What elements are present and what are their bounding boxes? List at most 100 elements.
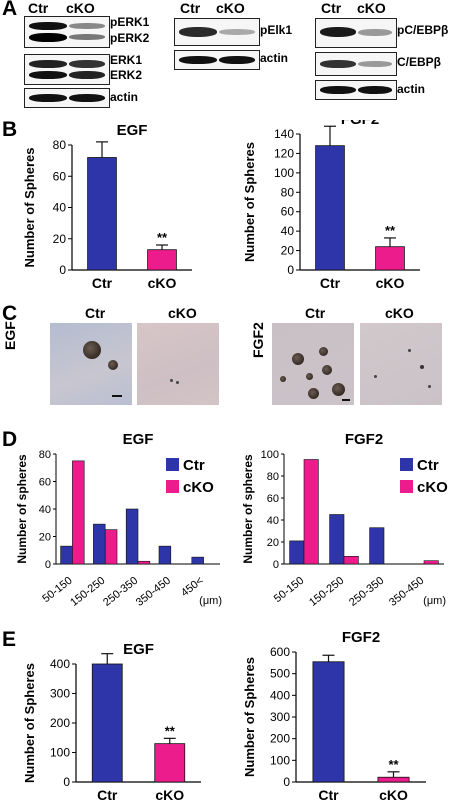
bar-ctr [93,523,106,565]
y-tick-label: 40 [39,504,51,516]
chart-title: EGF [123,641,154,658]
x-tick-label: Ctr [92,275,113,291]
legend-label-cko: cKO [183,479,214,496]
panel-label-a: A [2,0,18,20]
x-tick-label: cKO [155,787,184,800]
chart-title: EGF [123,431,154,448]
label-actin-1: actin [110,90,139,104]
y-tick-label: 80 [53,138,67,152]
y-tick-label: 100 [50,746,70,760]
label-actin-2: actin [260,51,289,65]
significance-label: ** [388,757,399,772]
x-tick-label: cKO [376,275,405,291]
bar-cko [154,743,186,783]
lane-label-cko: cKO [216,0,245,16]
legend-swatch-cko [166,480,179,493]
y-tick-label: 0 [273,559,279,571]
chart-e-egf: EGF Number of Spheres 0 100 200 300 400 Ctr ** cK… [22,641,201,800]
lane-label-ctr: Ctr [28,0,49,16]
blot-pelk1 [174,18,260,46]
bar-ctr [315,145,345,271]
x-tick-label: cKO [148,275,177,291]
blot-cebp [315,52,397,76]
label-perk2: pERK2 [110,31,150,45]
y-tick-label: 40 [53,201,67,215]
micrograph-fgf2-cko [360,323,442,405]
chart-b-fgf2: FGF2 Number of Spheres 0 20 40 60 80 100 120 140 C… [242,120,420,291]
y-tick-label: 20 [267,537,279,549]
micrograph-egf-ctr [50,323,132,405]
blot-pcebp [315,18,397,48]
significance-label: ** [385,223,396,238]
chart-b-egf: EGF Number of Spheres 0 20 40 60 80 Ctr ** cKO [22,122,192,291]
y-tick-label: 140 [274,127,294,141]
y-axis-label: Number of spheres [15,454,29,564]
bar-cko [423,560,439,565]
y-tick-label: 80 [39,449,51,461]
x-tick-label: Ctr [97,787,118,800]
bar-cko [104,529,118,565]
chart-d-fgf2: FGF2 Number of spheres 0 20 40 60 80 100 50-150 1… [241,431,448,609]
lane-label-ctr: Ctr [305,305,326,321]
panel-label-e: E [2,628,17,651]
y-tick-label: 100 [261,449,279,461]
label-perk1: pERK1 [110,15,150,29]
chart-title: EGF [117,122,148,139]
blot-erk [24,54,110,85]
y-tick-label: 300 [270,710,290,724]
bar-ctr [289,540,305,565]
bar-cko [72,460,85,565]
legend-swatch-cko [400,480,413,493]
y-tick-label: 20 [39,532,51,544]
bar-ctr [91,663,123,783]
bar-cko [137,560,151,565]
chart-title: FGF2 [345,431,383,448]
label-erk1: ERK1 [110,53,143,67]
bar-ctr [60,545,73,565]
y-tick-label: 20 [281,244,295,258]
x-tick-label: cKO [379,787,408,800]
legend-label-ctr: Ctr [417,457,439,474]
label-pcebp: pC/EBPβ [397,23,449,37]
label-erk2: ERK2 [110,68,143,82]
blot-actin-3 [315,80,397,100]
bar-ctr [369,527,385,565]
bar-ctr [191,556,204,565]
y-tick-label: 80 [281,185,295,199]
bar-cko [303,459,319,565]
label-cebp: C/EBPβ [397,55,441,69]
x-tick-label: 250-350 [347,575,386,609]
y-tick-label: 0 [283,775,290,789]
blot-actin-1 [24,88,110,108]
y-tick-label: 100 [270,753,290,767]
legend-swatch-ctr [166,458,179,471]
x-tick-label: 150-250 [68,575,107,609]
y-axis-label: Number of spheres [241,454,255,564]
bar-cko [343,556,359,565]
bar-ctr [158,545,172,565]
bar-cko [377,776,410,783]
label-actin-3: actin [397,82,426,96]
lane-label-cko: cKO [66,0,95,16]
y-axis-label: Number of Spheres [242,142,257,262]
y-tick-label: 20 [53,232,67,246]
panel-label-b: B [2,118,18,141]
y-tick-label: 400 [270,688,290,702]
blot-actin-2 [174,50,260,70]
y-tick-label: 60 [267,493,279,505]
legend-label-ctr: Ctr [183,457,205,474]
chart-title: FGF2 [342,632,380,646]
y-tick-label: 300 [50,687,70,701]
y-tick-label: 120 [274,146,294,160]
panel-label-c: C [2,302,18,325]
y-axis-label: Number of Spheres [22,148,37,268]
y-axis-label: Number of Spheres [22,663,37,783]
blot-perk [24,16,110,48]
y-tick-label: 0 [63,775,70,789]
y-tick-label: 60 [39,477,51,489]
x-unit-label: (μm) [423,595,446,607]
chart-title: FGF2 [341,120,379,128]
y-tick-label: 200 [50,716,70,730]
lane-label-cko: cKO [385,305,414,321]
bar-ctr [329,514,345,565]
